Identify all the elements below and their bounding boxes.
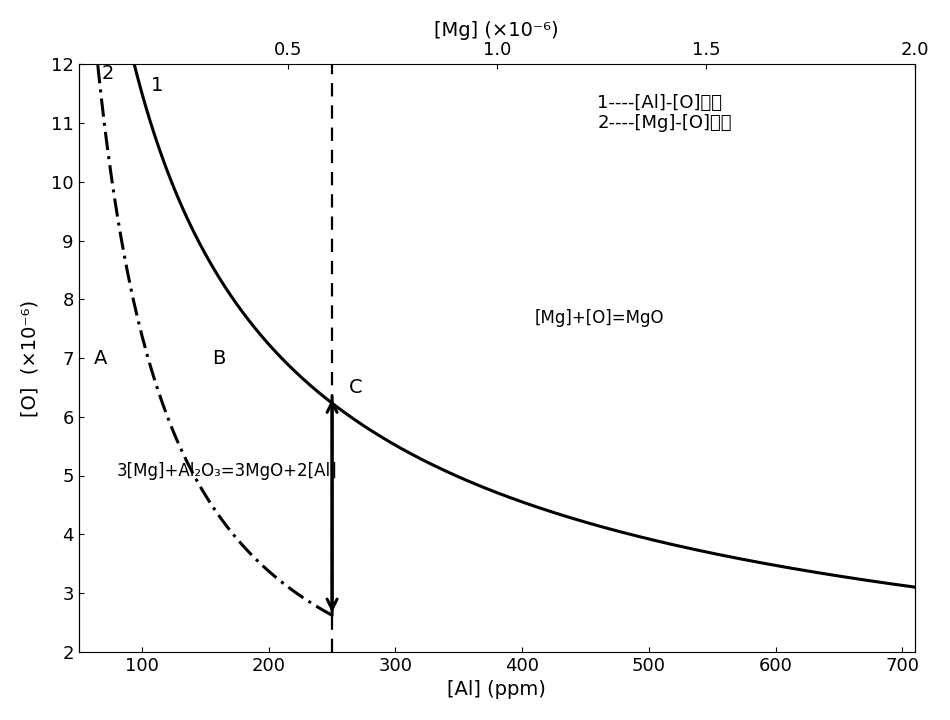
Y-axis label: [O]  (×10⁻⁶): [O] (×10⁻⁶) [21, 300, 40, 417]
Text: 3[Mg]+Al₂O₃=3MgO+2[Al]: 3[Mg]+Al₂O₃=3MgO+2[Al] [117, 462, 337, 480]
Text: C: C [349, 378, 362, 397]
Text: 1----[Al]-[O]平衡
2----[Mg]-[O]平衡: 1----[Al]-[O]平衡 2----[Mg]-[O]平衡 [598, 94, 732, 132]
X-axis label: [Al] (ppm): [Al] (ppm) [447, 680, 546, 699]
Text: 2: 2 [102, 64, 114, 83]
X-axis label: [Mg] (×10⁻⁶): [Mg] (×10⁻⁶) [434, 21, 560, 40]
Text: 1: 1 [151, 76, 163, 95]
Text: [Mg]+[O]=MgO: [Mg]+[O]=MgO [535, 309, 664, 327]
Text: B: B [212, 349, 225, 368]
Text: A: A [94, 349, 107, 368]
